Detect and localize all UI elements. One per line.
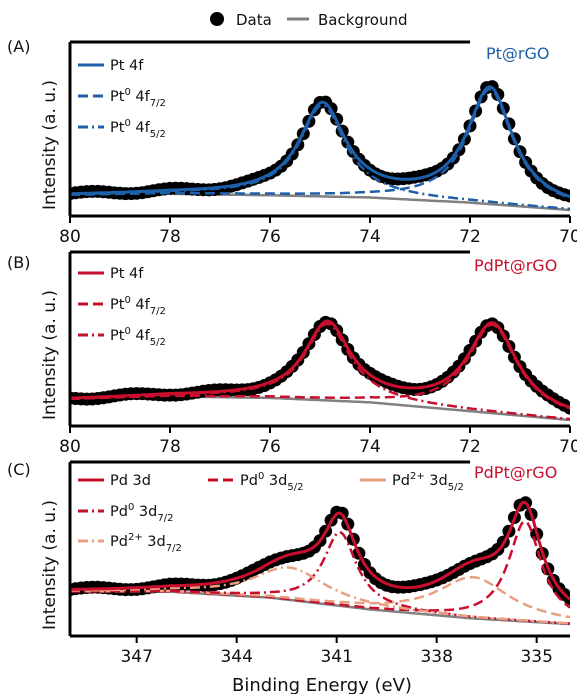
plot-area-2 — [70, 496, 570, 626]
legend-label: Pd0 3d7/2 — [110, 502, 173, 524]
panel-a-ylabel: Intensity (a. u.) — [40, 80, 60, 210]
envelope-fit — [70, 319, 570, 409]
legend-label: Pt 4f — [110, 266, 144, 282]
x-tick-label: 76 — [259, 437, 281, 457]
plot-area-1 — [70, 315, 570, 422]
legend-label: Pt0 4f7/2 — [110, 295, 166, 317]
x-tick-label: 70 — [559, 437, 577, 457]
x-tick-label: 80 — [59, 227, 81, 247]
top-legend-data-marker — [210, 12, 224, 26]
panel-b-sample-label: PdPt@rGO — [474, 256, 557, 275]
top-legend-background-label: Background — [318, 11, 408, 29]
component-peak — [70, 566, 570, 625]
x-tick-label: 78 — [159, 227, 181, 247]
panel-c: 347 344 341 338 335 Pd 3d Pd0 3d5/2 Pd2+ 3d5/2 P… — [68, 460, 570, 667]
envelope-fit — [70, 500, 570, 601]
x-tick-label: 72 — [459, 227, 481, 247]
background-line — [70, 395, 570, 422]
x-tick-label: 70 — [559, 227, 577, 247]
x-tick-label: 335 — [520, 647, 552, 667]
component-peak — [70, 88, 570, 200]
x-tick-label: 78 — [159, 437, 181, 457]
panel-b-letter: (B) — [7, 253, 30, 272]
panel-b-ylabel: Intensity (a. u.) — [40, 290, 60, 420]
x-tick-label: 344 — [220, 647, 252, 667]
panel-b: 80 78 76 74 72 70 Pt 4f Pt0 4f7/2 Pt0 4f5/2 — [59, 250, 577, 457]
x-tick-label: 74 — [359, 437, 381, 457]
x-tick-label: 76 — [259, 227, 281, 247]
legend-label: Pt 4f — [110, 58, 144, 74]
legend-label: Pd 3d — [110, 473, 151, 489]
x-tick-label: 72 — [459, 437, 481, 457]
top-legend: Data Background — [210, 11, 408, 29]
top-legend-data-label: Data — [236, 11, 272, 29]
panel-a-sample-label: Pt@rGO — [486, 44, 550, 63]
legend-label: Pd2+ 3d7/2 — [110, 532, 182, 554]
panel-a-letter: (A) — [7, 37, 30, 56]
panel-c-ylabel: Intensity (a. u.) — [40, 500, 60, 630]
panel-c-letter: (C) — [7, 460, 31, 479]
legend-label: Pd2+ 3d5/2 — [392, 471, 464, 493]
legend-label: Pd0 3d5/2 — [240, 471, 303, 493]
panel-c-sample-label: PdPt@rGO — [474, 463, 557, 482]
x-tick-label: 347 — [120, 647, 152, 667]
plot-area-0 — [70, 80, 570, 212]
x-tick-label: 80 — [59, 437, 81, 457]
envelope-fit — [70, 85, 570, 199]
x-tick-label: 341 — [320, 647, 352, 667]
panel-a: 80 78 76 74 72 70 Pt 4f Pt0 4f7/2 Pt0 4f5/2 — [59, 40, 577, 247]
x-axis-label: Binding Energy (eV) — [232, 675, 412, 694]
legend-label: Pt0 4f5/2 — [110, 326, 166, 348]
x-tick-label: 338 — [420, 647, 452, 667]
legend-label: Pt0 4f5/2 — [110, 118, 166, 140]
legend-label: Pt0 4f7/2 — [110, 87, 166, 109]
x-tick-label: 74 — [359, 227, 381, 247]
